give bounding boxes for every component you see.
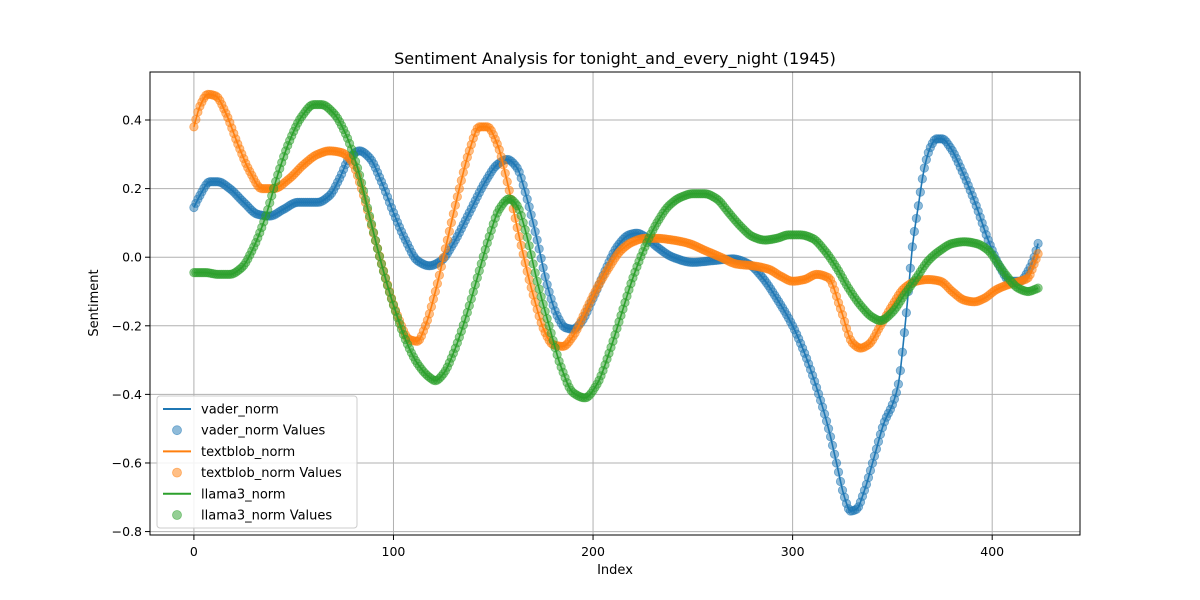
x-axis-label: Index — [597, 563, 633, 578]
legend-label: textblob_norm — [201, 445, 295, 460]
legend-label: vader_norm — [201, 403, 279, 418]
axis-ticks: 0 100 200 300 400 −0.8 −0.6 −0.4 −0.2 0.0 0.2 0.4 — [112, 113, 1005, 559]
legend: vader_norm vader_norm Values textblob_norm… — [156, 395, 358, 529]
legend-label: llama3_norm — [201, 487, 286, 502]
textblob_norm-point — [1033, 249, 1043, 259]
vader_norm-line — [193, 138, 1039, 512]
legend-marker-swatch — [172, 425, 182, 436]
legend-marker-swatch — [172, 467, 182, 478]
y-tick-label: −0.2 — [112, 318, 142, 333]
chart-title: Sentiment Analysis for tonight_and_every… — [394, 49, 836, 69]
y-tick-label: 0.0 — [122, 250, 142, 265]
y-tick-label: 0.2 — [122, 181, 142, 196]
plot-frame — [149, 71, 1081, 536]
legend-marker-swatch — [172, 510, 182, 520]
x-tick-label: 100 — [382, 544, 406, 559]
y-axis-label: Sentiment — [87, 269, 102, 336]
y-tick-label: −0.4 — [112, 387, 142, 402]
x-tick-label: 300 — [781, 544, 805, 559]
plot-area — [189, 89, 1043, 516]
legend-label: textblob_norm Values — [201, 466, 342, 481]
x-tick-label: 400 — [980, 544, 1004, 559]
y-tick-label: −0.8 — [112, 524, 142, 539]
x-tick-label: 0 — [190, 544, 198, 559]
llama3_norm-point — [1033, 283, 1043, 293]
y-tick-label: −0.6 — [112, 455, 142, 470]
series-llama3_norm — [189, 99, 1043, 403]
y-tick-label: 0.4 — [122, 113, 142, 128]
legend-label: llama3_norm Values — [201, 509, 332, 524]
legend-label: vader_norm Values — [201, 424, 326, 439]
legend-box — [156, 395, 358, 529]
x-tick-label: 200 — [581, 544, 605, 559]
llama3_norm-line — [193, 103, 1039, 399]
textblob_norm-line — [193, 93, 1039, 349]
